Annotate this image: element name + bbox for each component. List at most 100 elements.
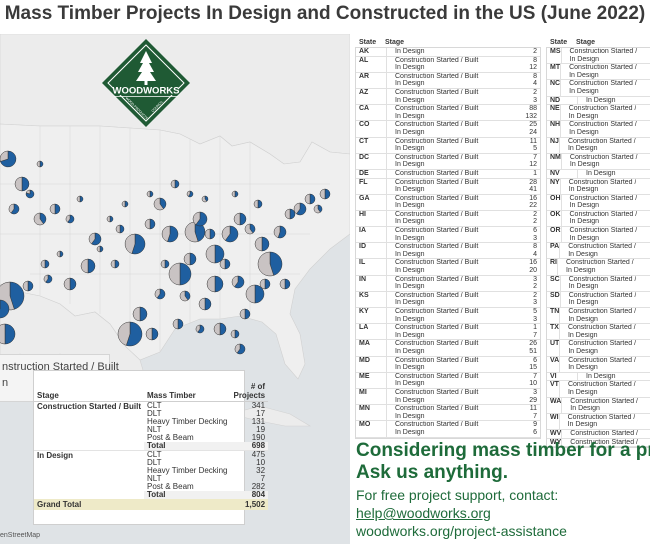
map-attribution[interactable]: enStreetMap <box>0 532 41 539</box>
map-pie-marker[interactable] <box>231 275 245 289</box>
map-canvas[interactable] <box>0 34 350 544</box>
map-pie-marker[interactable] <box>244 223 256 235</box>
map-pie-marker[interactable] <box>284 208 296 220</box>
map-pie-marker[interactable] <box>172 318 184 330</box>
pie-slice-design <box>144 218 151 230</box>
map-pie-marker[interactable] <box>153 197 167 211</box>
map-pie-marker[interactable] <box>239 308 251 320</box>
map-pie-marker[interactable] <box>0 323 16 345</box>
map-pie-marker[interactable] <box>279 278 291 290</box>
state-count: 2 <box>533 88 537 96</box>
map-pie-marker[interactable] <box>145 327 159 341</box>
state-row: VT Construction Started / In Design <box>547 381 650 398</box>
state-abbr: TN <box>550 308 560 315</box>
project-map[interactable]: nstruction Started / Built n enStreetMap <box>0 34 350 544</box>
map-pie-marker[interactable] <box>319 188 331 200</box>
map-pie-marker[interactable] <box>198 297 212 311</box>
map-pie-marker[interactable] <box>213 322 227 336</box>
map-pie-marker[interactable] <box>170 179 180 189</box>
table-cell: CLT <box>144 449 231 459</box>
state-abbr: IL <box>359 259 366 267</box>
state-count: 16 <box>529 194 537 202</box>
map-pie-marker[interactable] <box>313 204 323 214</box>
map-pie-marker[interactable] <box>273 225 287 239</box>
map-pie-marker[interactable] <box>146 190 154 198</box>
map-pie-marker[interactable] <box>231 190 239 198</box>
map-pie-marker[interactable] <box>124 233 146 255</box>
map-pie-marker[interactable] <box>253 199 263 209</box>
map-pie-marker[interactable] <box>221 225 239 243</box>
map-pie-marker[interactable] <box>121 200 129 208</box>
map-pie-marker[interactable] <box>183 252 197 266</box>
map-pie-marker[interactable] <box>80 258 96 274</box>
map-pie-marker[interactable] <box>195 324 205 334</box>
map-pie-marker[interactable] <box>0 299 10 319</box>
state-stage: In Design <box>395 380 425 388</box>
state-stage: In Design <box>395 128 425 136</box>
map-pie-marker[interactable] <box>259 278 271 290</box>
map-pie-marker[interactable] <box>106 215 114 223</box>
state-abbr: AR <box>359 72 370 80</box>
map-pie-marker[interactable] <box>117 321 143 347</box>
state-abbr: AZ <box>359 88 369 96</box>
pie-slice-construction <box>289 208 296 220</box>
map-pie-marker[interactable] <box>25 189 35 199</box>
map-pie-marker[interactable] <box>144 218 156 230</box>
map-pie-marker[interactable] <box>304 193 316 205</box>
state-count <box>638 154 650 162</box>
map-pie-marker[interactable] <box>219 258 231 270</box>
map-pie-marker[interactable] <box>186 190 194 198</box>
map-pie-marker[interactable] <box>49 203 61 215</box>
state-row: LA Construction Started / Built 1 In Design… <box>356 324 540 341</box>
map-pie-marker[interactable] <box>160 259 170 269</box>
map-pie-marker[interactable] <box>233 212 247 226</box>
state-stage: Construction Started / Built <box>395 291 479 299</box>
state-row: HI Construction Started / Built 2 In Design… <box>356 210 540 228</box>
map-pie-marker[interactable] <box>179 290 191 302</box>
state-abbr: HI <box>359 210 366 218</box>
state-stage: Construction Started / <box>567 324 636 332</box>
map-pie-marker[interactable] <box>230 329 240 339</box>
cta-contact-text: For free project support, contact: <box>356 487 559 503</box>
map-pie-marker[interactable] <box>63 277 77 291</box>
map-pie-marker[interactable] <box>43 274 53 284</box>
map-pie-marker[interactable] <box>201 195 209 203</box>
map-pie-marker[interactable] <box>36 160 44 168</box>
map-pie-marker[interactable] <box>168 262 192 286</box>
map-markers[interactable] <box>0 150 331 355</box>
map-pie-marker[interactable] <box>88 232 102 246</box>
map-pie-marker[interactable] <box>161 225 179 243</box>
map-pie-marker[interactable] <box>206 275 224 293</box>
cta-url-link[interactable]: woodworks.org/project-assistance <box>356 523 567 539</box>
map-pie-marker[interactable] <box>8 203 20 215</box>
map-pie-marker[interactable] <box>110 259 120 269</box>
page-title: Mass Timber Projects In Design and Const… <box>4 3 646 24</box>
map-pie-marker[interactable] <box>234 343 246 355</box>
map-pie-marker[interactable] <box>254 236 270 252</box>
map-pie-marker[interactable] <box>184 221 206 243</box>
map-pie-marker[interactable] <box>56 250 64 258</box>
map-pie-marker[interactable] <box>192 211 208 227</box>
map-pie-marker[interactable] <box>76 195 84 203</box>
map-pie-marker[interactable] <box>14 176 30 192</box>
map-pie-marker[interactable] <box>205 244 225 264</box>
map-pie-marker[interactable] <box>115 224 125 234</box>
map-pie-marker[interactable] <box>33 212 47 226</box>
state-count: 3 <box>533 388 537 396</box>
map-pie-marker[interactable] <box>245 284 265 304</box>
map-pie-marker[interactable] <box>293 202 307 216</box>
map-pie-marker[interactable] <box>204 228 216 240</box>
table-cell: Post & Beam <box>147 432 194 442</box>
map-pie-marker[interactable] <box>22 280 34 292</box>
map-pie-marker[interactable] <box>257 251 283 277</box>
state-stage: In Design <box>569 71 599 79</box>
map-pie-marker[interactable] <box>132 306 148 322</box>
cta-email-link[interactable]: help@woodworks.org <box>356 505 491 521</box>
state-row: UT Construction Started / In Design <box>547 340 650 357</box>
map-pie-marker[interactable] <box>40 259 50 269</box>
map-pie-marker[interactable] <box>154 288 166 300</box>
state-count <box>636 276 650 284</box>
map-pie-marker[interactable] <box>65 214 75 224</box>
map-pie-marker[interactable] <box>96 245 104 253</box>
map-pie-marker[interactable] <box>0 150 17 168</box>
